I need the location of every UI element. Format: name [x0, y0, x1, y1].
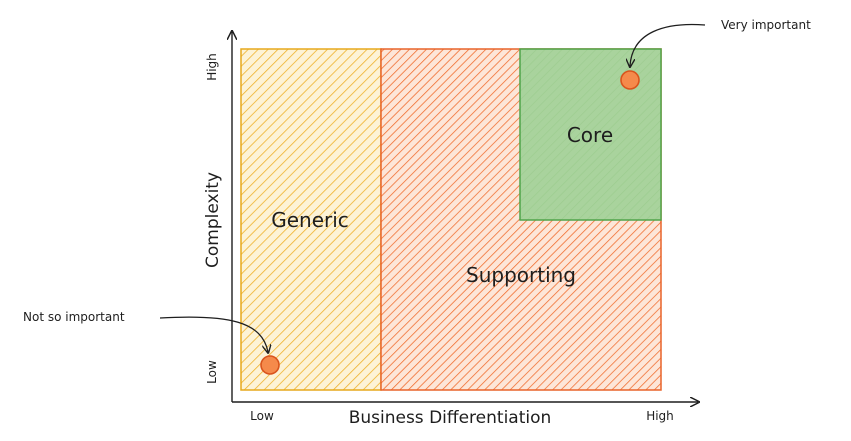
y-axis-title: Complexity	[203, 172, 223, 268]
generic-label: Generic	[271, 208, 349, 232]
x-low-label: Low	[250, 409, 274, 423]
core-region	[519, 48, 662, 221]
high-importance-marker	[620, 70, 640, 90]
very-important-note: Very important	[721, 18, 811, 32]
core-label: Core	[567, 123, 613, 147]
generic-region	[240, 48, 382, 391]
low-importance-marker	[260, 355, 280, 375]
x-high-label: High	[646, 409, 674, 423]
very-important-arrow	[630, 23, 706, 66]
y-low-label: Low	[205, 360, 219, 384]
x-axis-title: Business Differentiation	[349, 408, 552, 428]
y-high-label: High	[205, 53, 219, 81]
not-so-important-arrow	[159, 316, 268, 352]
supporting-label: Supporting	[466, 263, 576, 287]
not-so-important-note: Not so important	[23, 310, 125, 324]
